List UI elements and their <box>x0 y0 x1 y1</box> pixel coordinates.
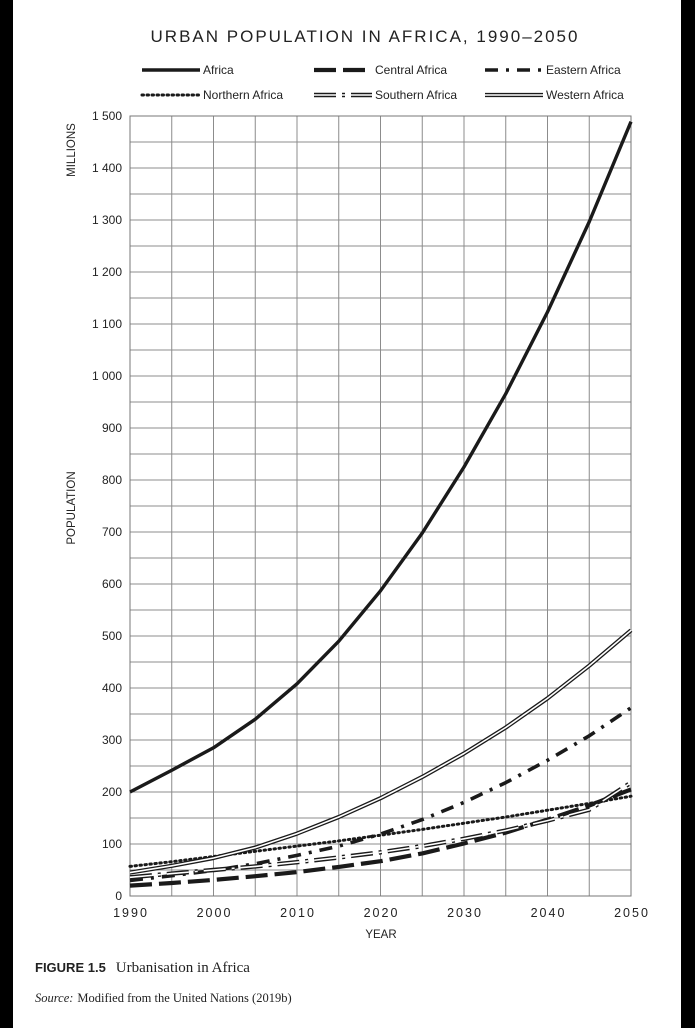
y-tick-label: 1 200 <box>92 265 122 279</box>
legend-label: Northern Africa <box>203 88 283 102</box>
chart-title: URBAN POPULATION IN AFRICA, 1990–2050 <box>151 27 580 46</box>
series-eastern-africa <box>129 706 633 883</box>
x-tick-label: 2010 <box>280 906 316 920</box>
legend-label: Central Africa <box>375 63 447 77</box>
legend-label: Eastern Africa <box>546 63 621 77</box>
y-tick-label: 500 <box>102 629 122 643</box>
y-tick-label: 1 500 <box>92 109 122 123</box>
legend-label: Western Africa <box>546 88 624 102</box>
y-tick-label: 1 400 <box>92 161 122 175</box>
legend-item: Western Africa <box>485 88 624 102</box>
y-tick-label: 700 <box>102 525 122 539</box>
series-line <box>129 706 633 883</box>
figure-source: Source: Modified from the United Nations … <box>35 991 292 1006</box>
x-tick-label: 2020 <box>364 906 400 920</box>
y-tick-label: 0 <box>115 889 122 903</box>
legend-item: Central Africa <box>314 63 447 77</box>
x-tick-label: 2040 <box>531 906 567 920</box>
legend-label: Africa <box>203 63 234 77</box>
y-tick-label: 300 <box>102 733 122 747</box>
series-layer <box>128 121 633 888</box>
y-tick-label: 800 <box>102 473 122 487</box>
y-tick-label: 1 100 <box>92 317 122 331</box>
legend-label: Southern Africa <box>375 88 457 102</box>
source-text: Modified from the United Nations (2019b) <box>77 991 292 1005</box>
legend-item: Southern Africa <box>314 88 457 102</box>
y-tick-label: 600 <box>102 577 122 591</box>
series-line <box>129 121 633 794</box>
page: URBAN POPULATION IN AFRICA, 1990–2050 Af… <box>13 0 681 1028</box>
y-unit-label: MILLIONS <box>66 123 78 177</box>
x-tick-label: 1990 <box>113 906 149 920</box>
legend-item: Northern Africa <box>140 88 283 102</box>
legend-item: Africa <box>142 63 234 77</box>
series-southern-africa <box>129 780 633 880</box>
source-label: Source: <box>35 991 74 1005</box>
x-tick-label: 2030 <box>447 906 483 920</box>
series-line <box>129 629 632 874</box>
x-tick-label: 2050 <box>614 906 650 920</box>
y-axis-title: POPULATION <box>66 471 78 544</box>
plot-border <box>129 115 632 897</box>
y-tick-label: 200 <box>102 785 122 799</box>
y-tick-label: 100 <box>102 837 122 851</box>
urban-population-chart: URBAN POPULATION IN AFRICA, 1990–2050 Af… <box>66 27 650 941</box>
y-tick-label: 1 300 <box>92 213 122 227</box>
y-tick-label: 1 000 <box>92 369 122 383</box>
figure-label: FIGURE 1.5 <box>35 960 106 975</box>
series-africa <box>129 121 633 794</box>
y-tick-label: 400 <box>102 681 122 695</box>
chart-legend: Africa Central Africa Eastern Africa Northe… <box>140 63 624 102</box>
legend-item: Eastern Africa <box>485 63 621 77</box>
x-tick-label: 2000 <box>197 906 233 920</box>
series-line <box>129 781 632 879</box>
axis-labels: 0 100 200 300 400 500 600 700 800 900 1 000 1 100 1 … <box>92 109 650 920</box>
series-western-africa <box>129 628 633 875</box>
x-axis-title: YEAR <box>365 929 396 941</box>
chart-grid <box>129 115 632 897</box>
y-tick-label: 900 <box>102 421 122 435</box>
figure-caption-text: Urbanisation in Africa <box>115 960 250 976</box>
figure-caption: FIGURE 1.5 Urbanisation in Africa <box>35 960 250 977</box>
